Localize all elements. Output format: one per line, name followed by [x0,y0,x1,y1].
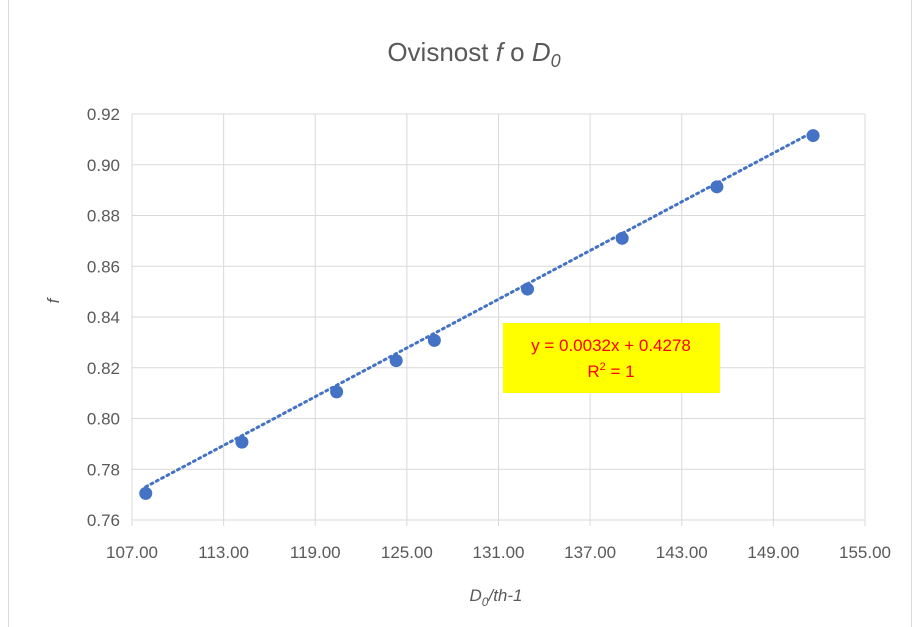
y-tick-label: 0.82 [87,359,120,378]
y-axis-label: f [44,296,63,303]
x-tick-label: 113.00 [198,543,249,562]
y-tick-label: 0.86 [87,257,120,276]
x-tick-label: 155.00 [839,543,891,562]
y-tick-label: 0.90 [87,156,120,175]
data-points [139,129,820,500]
data-point [521,282,535,296]
y-tick-label: 0.92 [87,105,120,124]
x-tick-label: 125.00 [381,543,433,562]
x-tick-labels: 107.00 113.00 119.00 125.00 131.00 137.00 143.… [106,543,891,562]
trendline-equation-box: y = 0.0032x + 0.4278 R2 = 1 [503,323,720,393]
trendline [144,130,815,489]
chart-title: Ovisnost f o D0 [387,37,560,71]
chart-frame [8,0,912,627]
equation-background [503,323,720,393]
gridlines [131,113,866,526]
data-point [806,129,820,143]
y-tick-label: 0.78 [87,460,120,479]
data-point [139,486,153,500]
x-tick-label: 137.00 [564,543,616,562]
data-point [389,354,403,368]
data-point [235,435,249,449]
y-tick-label: 0.80 [87,410,120,429]
data-point [330,385,344,399]
x-tick-label: 149.00 [747,543,799,562]
x-tick-label: 143.00 [656,543,708,562]
y-tick-label: 0.76 [87,511,120,530]
x-axis-label: D0/th-1 [470,586,523,609]
y-tick-label: 0.84 [87,308,120,327]
equation-text: y = 0.0032x + 0.4278 [531,336,691,355]
data-point [427,333,441,347]
x-tick-label: 119.00 [290,543,341,562]
x-tick-label: 131.00 [473,543,525,562]
y-tick-label: 0.88 [87,207,120,226]
r-squared-text: R2 = 1 [587,361,634,381]
y-tick-labels: 0.76 0.78 0.80 0.82 0.84 0.86 0.88 0.90 0.92 [87,105,120,530]
data-point [710,180,724,194]
x-tick-label: 107.00 [106,543,158,562]
data-point [615,231,629,245]
